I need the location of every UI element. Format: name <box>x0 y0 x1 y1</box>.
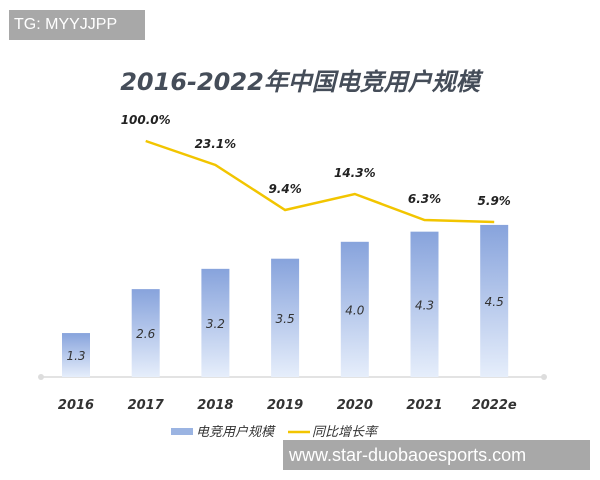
bar-label: 4.0 <box>345 303 364 317</box>
x-tick-label: 2019 <box>267 398 303 413</box>
x-tick-label: 2018 <box>197 398 233 413</box>
axis-end-dot <box>541 374 547 380</box>
growth-rate-line <box>145 139 495 224</box>
bar-label: 1.3 <box>66 349 85 363</box>
axis-end-dot <box>38 374 44 380</box>
watermark-top: TG: MYYJJPP <box>9 10 145 40</box>
line-label: 100.0% <box>121 113 171 127</box>
x-tick-label: 2020 <box>337 398 373 413</box>
bar-2020 <box>340 241 369 377</box>
line-label: 6.3% <box>408 192 441 206</box>
bar-2021 <box>410 231 439 377</box>
legend-bar-swatch <box>171 428 193 435</box>
x-tick-label: 2017 <box>128 398 165 413</box>
legend-line-label: 同比增长率 <box>312 424 379 440</box>
x-tick-label: 2021 <box>406 398 442 413</box>
x-tick-label: 2016 <box>58 398 94 413</box>
bar-2022e <box>480 224 509 377</box>
bar-2018 <box>201 268 230 377</box>
line-label: 14.3% <box>334 166 376 180</box>
line-label: 23.1% <box>195 137 237 151</box>
x-tick-label: 2022e <box>472 398 517 413</box>
watermark-bottom: www.star-duobaoesports.com <box>283 440 590 470</box>
chart-title: 2016-2022年中国电竞用户规模 <box>120 68 480 96</box>
bar-2016 <box>62 333 90 377</box>
bar-label: 4.5 <box>485 295 504 309</box>
bar-label: 2.6 <box>136 327 155 341</box>
bar-label: 3.5 <box>276 312 295 326</box>
bar-label: 3.2 <box>206 317 225 331</box>
bar-2019 <box>271 258 300 377</box>
line-label: 9.4% <box>268 182 301 196</box>
bar-label: 4.3 <box>415 298 434 312</box>
line-label: 5.9% <box>478 194 511 208</box>
legend-bar-label: 电竞用户规模 <box>196 425 276 440</box>
bar-2017 <box>131 289 160 377</box>
